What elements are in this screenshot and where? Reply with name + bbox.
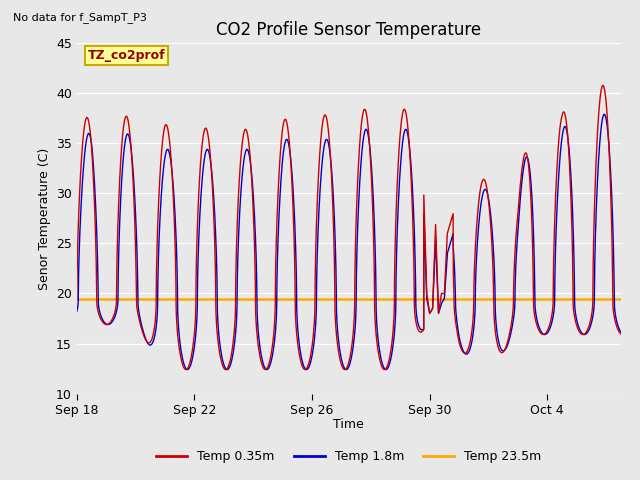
Text: No data for f_SampT_P3: No data for f_SampT_P3 — [13, 12, 147, 23]
X-axis label: Time: Time — [333, 419, 364, 432]
Title: CO2 Profile Sensor Temperature: CO2 Profile Sensor Temperature — [216, 21, 481, 39]
Text: TZ_co2prof: TZ_co2prof — [88, 49, 165, 62]
Y-axis label: Senor Temperature (C): Senor Temperature (C) — [38, 147, 51, 289]
Legend: Temp 0.35m, Temp 1.8m, Temp 23.5m: Temp 0.35m, Temp 1.8m, Temp 23.5m — [151, 445, 547, 468]
